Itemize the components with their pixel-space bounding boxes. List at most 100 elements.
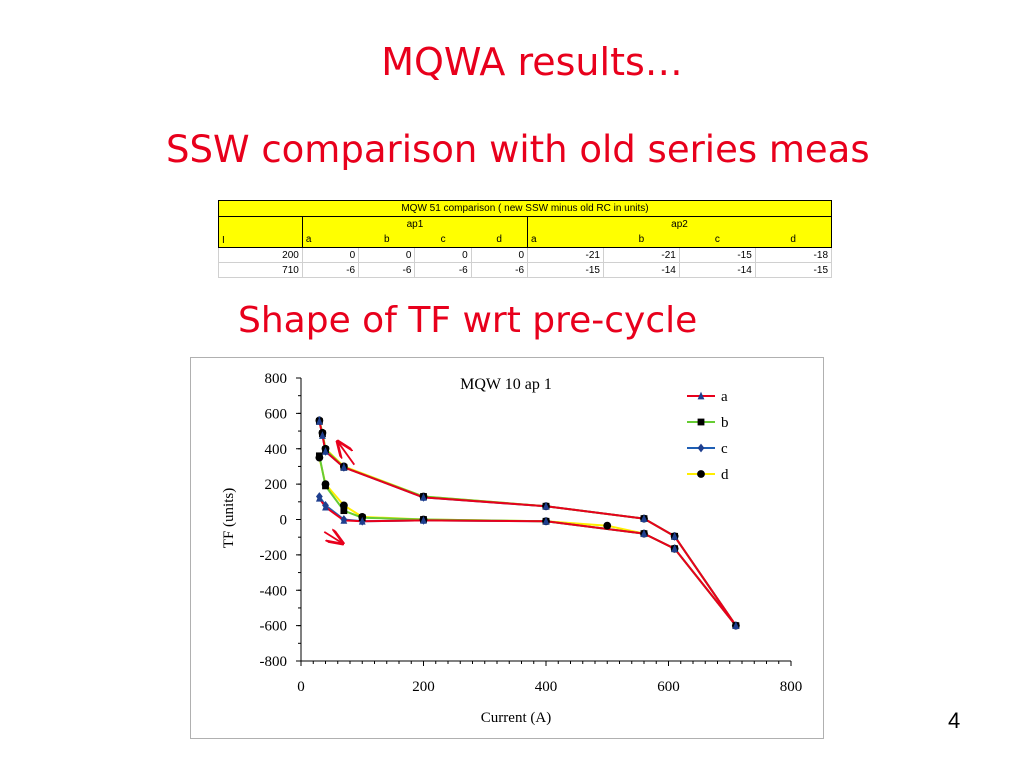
data-point-a (340, 515, 348, 524)
legend-marker-c (697, 443, 705, 453)
y-tick-label: -600 (260, 619, 288, 635)
series-line-c (318, 420, 737, 627)
legend-label-d: d (721, 467, 729, 483)
y-tick-label: -400 (260, 583, 288, 599)
table-cell: -6 (301, 262, 360, 278)
data-point-a (358, 516, 366, 525)
series-line-a (318, 421, 737, 627)
y-tick-label: 800 (265, 371, 288, 387)
table-cell: -15 (678, 247, 756, 263)
y-tick-label: 400 (265, 442, 288, 458)
legend-marker-a (697, 391, 705, 400)
legend-item-b: b (687, 415, 729, 431)
table-cell: -14 (678, 262, 756, 278)
annotation-arrow (338, 442, 356, 466)
data-point-a (640, 514, 648, 523)
table-group-ap2: ap2 (527, 216, 832, 232)
data-point-a (671, 544, 679, 553)
legend-item-a: a (687, 389, 728, 405)
legend-item-c: c (687, 441, 728, 457)
table-cell: -6 (470, 262, 529, 278)
legend-item-d: d (687, 467, 729, 483)
table-header-b1: b (358, 232, 415, 248)
chart-axes: 800 600 400 200 0 -200 -400 -600 -800 0 200 400 600 8… (260, 371, 803, 695)
table-cell: 0 (470, 247, 529, 263)
comparison-table: MQW 51 comparison ( new SSW minus old RC… (218, 200, 833, 278)
data-point-a (671, 531, 679, 540)
data-point-d (603, 521, 612, 530)
data-point-a (319, 431, 326, 439)
series-c (318, 420, 737, 627)
series-line-b (318, 421, 737, 627)
data-point-a (315, 416, 323, 425)
table-cell: -21 (602, 247, 680, 263)
slide-subtitle-2: Shape of TF wrt pre-cycle (238, 300, 698, 341)
table-header-c2: c (679, 232, 756, 248)
x-axis-label: Current (A) (481, 710, 551, 726)
data-point-a (542, 501, 550, 510)
table-row: 710 -6 -6 -6 -6 -15 -14 -14 -15 (218, 262, 833, 278)
tf-chart: 800 600 400 200 0 -200 -400 -600 -800 0 200 400 600 8… (221, 371, 803, 726)
data-point-b (315, 452, 323, 460)
series-markers-b (315, 417, 740, 630)
slide-subtitle: SSW comparison with old series meas (166, 128, 870, 171)
chart-frame: 800 600 400 200 0 -200 -400 -600 -800 0 200 400 600 8… (190, 357, 824, 739)
y-tick-label: 0 (280, 513, 288, 529)
y-tick-label: 200 (265, 477, 288, 493)
x-tick-label: 0 (297, 679, 305, 695)
data-point-a (640, 529, 648, 538)
data-point-a (420, 515, 427, 524)
annotation-arrow (323, 532, 342, 543)
data-point-a (420, 492, 427, 501)
series-markers-d (315, 416, 740, 630)
y-axis-label: TF (units) (221, 488, 237, 548)
chart-annotations (323, 442, 356, 544)
series-a (318, 421, 737, 627)
table-row: 200 0 0 0 0 -21 -21 -15 -18 (218, 247, 833, 263)
data-point-a (322, 502, 329, 511)
table-cell: -15 (754, 262, 833, 278)
series-markers-c (315, 416, 740, 631)
legend-marker-b (697, 418, 705, 426)
page-number: 4 (948, 708, 961, 733)
x-tick-label: 800 (780, 679, 803, 695)
table-cell: 710 (218, 262, 303, 278)
table-header-a2: a (527, 232, 604, 248)
data-point-b (340, 507, 348, 515)
legend-label-a: a (721, 389, 728, 405)
data-point-a (315, 493, 323, 502)
table-title: MQW 51 comparison ( new SSW minus old RC… (218, 200, 832, 217)
chart-series-layer (315, 416, 740, 631)
table-group-ap1: ap1 (301, 216, 529, 232)
x-tick-label: 200 (412, 679, 435, 695)
series-d (318, 420, 737, 627)
table-header-i: I (218, 216, 303, 248)
table-cell: 0 (301, 247, 360, 263)
x-tick-label: 600 (657, 679, 680, 695)
table-cell: 0 (414, 247, 472, 263)
series-line-d (318, 420, 737, 627)
table-cell: -18 (754, 247, 833, 263)
table-header-b2: b (603, 232, 680, 248)
legend-label-b: b (721, 415, 729, 431)
table-cell: -15 (527, 262, 604, 278)
y-tick-label: -200 (260, 548, 288, 564)
slide-title: MQWA results… (381, 40, 683, 84)
table-header-d1: d (471, 232, 529, 248)
chart-title: MQW 10 ap 1 (460, 376, 552, 393)
table-cell: 0 (358, 247, 416, 263)
y-tick-label: -800 (260, 654, 288, 670)
data-point-a (322, 447, 329, 455)
data-point-a (340, 462, 348, 471)
table-cell: -21 (527, 247, 604, 263)
legend-label-c: c (721, 441, 728, 457)
table-header-a1: a (301, 232, 359, 248)
y-tick-label: 600 (265, 406, 288, 422)
series-markers-a (315, 416, 740, 630)
data-point-a (732, 621, 740, 630)
table-header-c1: c (414, 232, 472, 248)
table-cell: 200 (218, 247, 303, 263)
legend-marker-d (697, 470, 705, 478)
data-point-a (542, 516, 550, 525)
